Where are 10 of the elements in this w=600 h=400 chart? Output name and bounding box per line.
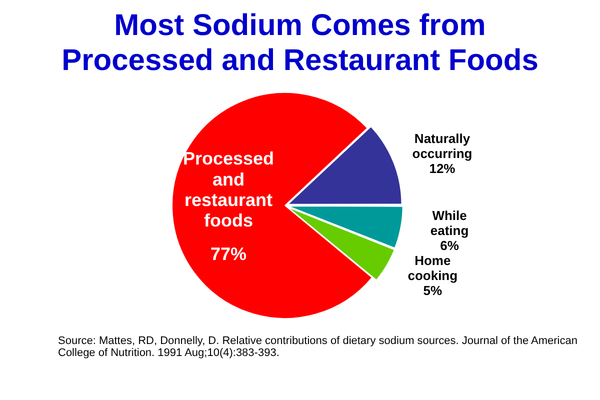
slice-label: While eating — [430, 208, 469, 238]
data-label: 77% — [210, 244, 247, 264]
chart-title: Most Sodium Comes from Processed and Restaurant Foods — [60, 8, 540, 78]
data-label: 6% — [440, 238, 460, 254]
slice-label: Processed and restaurant foods — [182, 148, 274, 231]
slice-label: Naturally occurring — [412, 130, 472, 161]
slice-label: Home cooking — [408, 252, 458, 283]
data-label: 12% — [429, 160, 456, 176]
data-label: 5% — [423, 282, 442, 298]
source-note: Source: Mattes, RD, Donnelly, D. Relative contributions of dietary sodium sources. Journal of the American College of Nutrition. 1991 Aug;10(4):383-393. — [58, 335, 578, 359]
